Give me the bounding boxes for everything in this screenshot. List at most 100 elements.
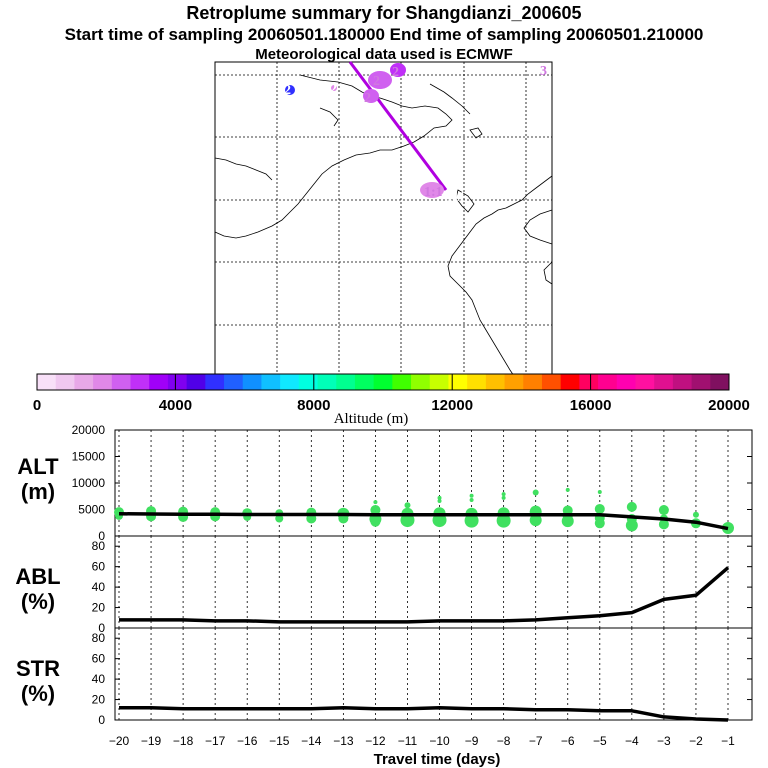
colorbar-tick-label: 8000 — [297, 397, 330, 414]
colorbar-segment — [336, 374, 356, 390]
y-tick-label: 0 — [98, 529, 105, 543]
colorbar-segment — [242, 374, 262, 390]
altitude-cluster-point — [594, 518, 605, 529]
altitude-cluster-point — [437, 499, 442, 504]
colorbar-tick-label: 0 — [33, 397, 41, 414]
colorbar-label: Altitude (m) — [334, 411, 409, 427]
altitude-cluster-point — [437, 495, 442, 500]
colorbar-segment — [55, 374, 75, 390]
map-grid — [215, 62, 552, 376]
series-line-alt — [118, 511, 729, 531]
colorbar-segment — [37, 374, 57, 390]
altitude-cluster-point — [432, 513, 447, 528]
colorbar-frame — [36, 373, 730, 391]
altitude-cluster-point — [404, 502, 411, 509]
plume-cluster-4 — [390, 63, 406, 77]
panel-title-str: STR — [16, 656, 60, 681]
colorbar-segment — [392, 374, 412, 390]
plume-cluster-5 — [285, 85, 295, 95]
altitude-cluster-point — [626, 501, 637, 512]
x-tick-label: −6 — [561, 734, 575, 748]
y-tick-label: 20 — [92, 601, 106, 615]
x-tick-label: −7 — [529, 734, 543, 748]
series-line-str — [119, 705, 729, 722]
colorbar-segment — [280, 374, 300, 390]
cluster-label-3: 3 — [540, 64, 547, 79]
cluster-label-2e: 2 — [392, 65, 399, 80]
colorbar-segment — [635, 374, 655, 390]
altitude-cluster-point — [529, 514, 542, 527]
plume-cluster-6 — [331, 85, 337, 91]
colorbar-segment — [373, 374, 393, 390]
coastlines — [214, 74, 553, 377]
plot-title: Retroplume summary for Shangdianzi_20060… — [186, 3, 582, 23]
panel-title-alt: ALT — [17, 454, 59, 479]
altitude-cluster-point — [658, 505, 669, 516]
time-series-panels: 05000100001500020000ALT(m)020406080ABL(%… — [15, 423, 753, 768]
x-tick-label: −20 — [109, 734, 130, 748]
colorbar-segment — [598, 374, 618, 390]
altitude-cluster-point — [658, 519, 669, 530]
colorbar-segment — [224, 374, 244, 390]
colorbar-segment — [654, 374, 674, 390]
y-tick-label: 60 — [92, 560, 106, 574]
colorbar-segment — [485, 374, 506, 390]
x-tick-label: −11 — [398, 734, 418, 748]
colorbar-segment — [579, 374, 599, 390]
y-tick-label: 60 — [92, 652, 106, 666]
cluster-label-4: 4 — [446, 122, 453, 137]
altitude-cluster-point — [597, 490, 602, 495]
y-tick-label: 10000 — [72, 476, 106, 490]
x-tick-label: −5 — [593, 734, 607, 748]
x-tick-label: −14 — [301, 734, 322, 748]
cluster-label-2c: 2 — [373, 74, 380, 89]
altitude-cluster-point — [370, 516, 381, 527]
colorbar-segment — [298, 374, 319, 390]
altitude-cluster-point — [469, 493, 474, 498]
altitude-colorbar: 0 4000 8000 12000 16000 20000 Altitude (m) — [33, 373, 750, 427]
colorbar-segment — [467, 374, 487, 390]
y-tick-label: 15000 — [72, 450, 106, 464]
x-tick-label: −17 — [205, 734, 226, 748]
panel-frame — [114, 627, 753, 721]
plume-clusters — [285, 63, 444, 198]
panel-title-alt: (m) — [21, 479, 55, 504]
cluster-label-1a: 1:1 — [424, 185, 443, 200]
altitude-cluster-point — [561, 515, 574, 528]
x-tick-label: −16 — [237, 734, 258, 748]
colorbar-segment — [504, 374, 524, 390]
panel-frame — [114, 535, 753, 629]
altitude-cluster-point — [565, 487, 570, 492]
x-tick-label: −9 — [465, 734, 479, 748]
x-tick-label: −4 — [625, 734, 639, 748]
colorbar-segment — [167, 374, 188, 390]
x-tick-label: −1 — [721, 734, 735, 748]
altitude-cluster-point — [373, 500, 378, 505]
x-tick-label: −18 — [173, 734, 194, 748]
x-tick-label: −10 — [429, 734, 450, 748]
colorbar-segment — [691, 374, 711, 390]
series-line-abl — [119, 566, 730, 624]
altitude-cluster-point — [692, 511, 699, 518]
cluster-label-1b: 111 — [446, 190, 465, 205]
colorbar-segment — [186, 374, 206, 390]
x-axis-label: Travel time (days) — [374, 751, 501, 768]
plume-cluster-1 — [420, 182, 444, 198]
y-tick-label: 20000 — [72, 423, 106, 437]
altitude-cluster-point — [469, 497, 474, 502]
colorbar-segment — [354, 374, 375, 390]
colorbar-segment — [130, 374, 150, 390]
x-tick-label: −19 — [141, 734, 162, 748]
colorbar-tick-label: 16000 — [570, 397, 612, 414]
plume-cluster-2 — [368, 71, 392, 89]
altitude-cluster-point — [501, 492, 506, 497]
y-tick-label: 80 — [92, 539, 106, 553]
colorbar-segment — [429, 374, 449, 390]
panel-alt: 0 5000 10000 15000 20000 ALT(m) — [17, 423, 753, 543]
colorbar-tick-label: 4000 — [159, 397, 192, 414]
colorbar-segment — [261, 374, 281, 390]
colorbar-tick-label: 12000 — [431, 397, 473, 414]
altitude-cluster-point — [496, 513, 511, 528]
